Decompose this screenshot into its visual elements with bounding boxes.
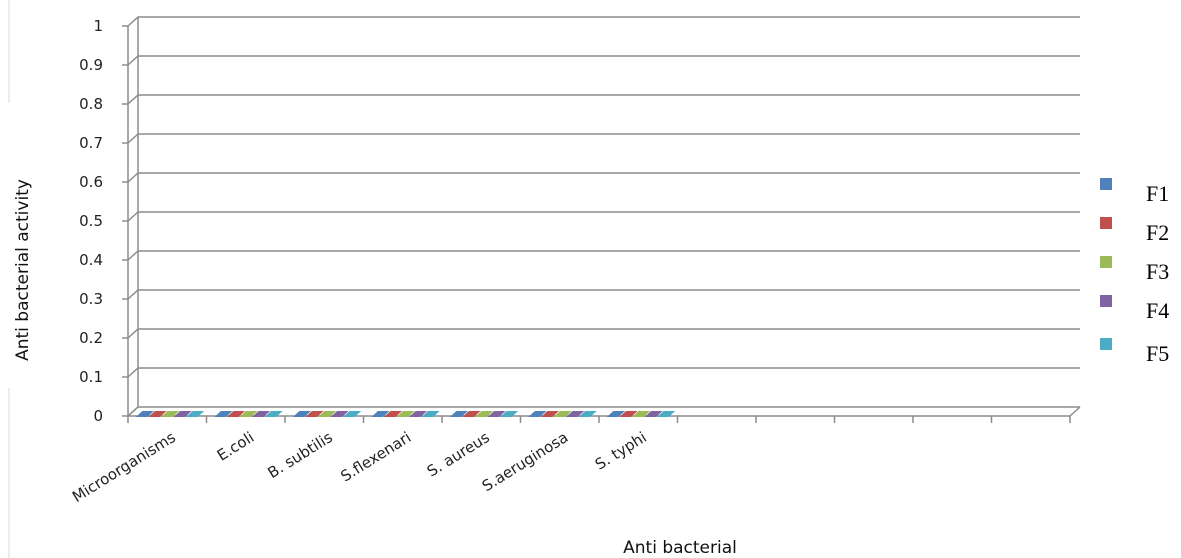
- y-tick-label: 0.1: [79, 368, 103, 386]
- legend: F1 F2 F3 F4 F5: [1100, 178, 1169, 366]
- gridline: [127, 211, 1080, 222]
- y-axis-title: Anti bacterial activity: [13, 179, 33, 361]
- legend-swatch-f3: [1100, 256, 1112, 268]
- legend-swatch-f2: [1100, 217, 1112, 229]
- bar-f1-3: [371, 411, 390, 417]
- gridline: [127, 250, 1080, 261]
- category-label: S. typhi: [592, 428, 650, 473]
- bar-f3-3: [396, 411, 415, 417]
- floor-right-edge: [1069, 406, 1081, 417]
- bar-f4-1: [251, 411, 271, 417]
- bar-f4-4: [487, 411, 506, 417]
- gridline: [127, 367, 1080, 378]
- y-tick-label: 1: [93, 17, 103, 35]
- bar-f1-0: [135, 411, 154, 417]
- category-label: Microorganisms: [69, 428, 179, 506]
- bar-f3-4: [474, 411, 494, 417]
- bar-f2-3: [383, 411, 403, 417]
- gridline: [127, 16, 1080, 27]
- legend-label-f2: F2: [1146, 220, 1169, 245]
- y-tick-label: 0: [93, 407, 103, 425]
- bar-f1-2: [292, 411, 311, 417]
- legend-swatch-f1: [1100, 178, 1112, 190]
- y-tick-label: 0.6: [79, 173, 103, 191]
- bar-f3-2: [317, 411, 337, 417]
- category-label: S. aureus: [424, 428, 493, 481]
- category-label: E.coli: [214, 428, 257, 464]
- legend-label-f5: F5: [1146, 341, 1169, 366]
- bar-f5-4: [500, 411, 519, 417]
- bar-f2-0: [148, 411, 167, 417]
- category-label: S.flexenari: [337, 428, 414, 485]
- bar-f5-6: [657, 411, 676, 417]
- bar-f4-6: [644, 411, 663, 417]
- x-axis-ticks: [127, 416, 1071, 423]
- bar-f5-0: [186, 411, 205, 417]
- legend-label-f4: F4: [1146, 298, 1169, 323]
- y-tick-label: 0.2: [79, 329, 103, 347]
- bar-f4-2: [330, 411, 349, 417]
- x-axis-title: Anti bacterial: [623, 538, 737, 558]
- bar-f1-1: [214, 411, 233, 417]
- legend-label-f1: F1: [1146, 181, 1169, 206]
- y-tick-label: 0.3: [79, 290, 103, 308]
- bar-f1-4: [449, 411, 468, 417]
- bar-f2-5: [540, 411, 560, 417]
- bar-f2-2: [305, 411, 324, 417]
- y-axis-ticks: 0 0.1 0.2 0.3 0.4 0.5 0.6 0.7 0.8 0.9 1: [79, 17, 128, 425]
- y-tick-label: 0.7: [79, 134, 103, 152]
- bar-f2-6: [619, 411, 638, 417]
- bar-f3-1: [239, 411, 258, 417]
- bar-f4-0: [173, 411, 192, 417]
- bar-f2-4: [462, 411, 481, 417]
- gridline: [127, 55, 1080, 66]
- bars: [135, 411, 676, 417]
- y-tick-label: 0.5: [79, 212, 103, 230]
- bar-f4-3: [408, 411, 428, 417]
- bar-f2-1: [226, 411, 246, 417]
- y-tick-label: 0.8: [79, 95, 103, 113]
- bar-f5-1: [264, 411, 283, 417]
- gridline: [127, 328, 1080, 339]
- plot-walls: [127, 17, 1081, 417]
- gridline: [127, 172, 1080, 183]
- gridline: [127, 94, 1080, 105]
- gridline: [127, 133, 1080, 144]
- bar-f1-6: [606, 411, 625, 417]
- y-tick-label: 0.4: [79, 251, 103, 269]
- category-label: S.aeruginosa: [479, 428, 571, 495]
- legend-swatch-f4: [1100, 295, 1112, 307]
- category-labels: Microorganisms E.coli B. subtilis S.flexena…: [69, 428, 650, 506]
- bar-f3-6: [631, 411, 651, 417]
- gridlines: [127, 16, 1080, 417]
- legend-swatch-f5: [1100, 338, 1112, 350]
- category-label: B. subtilis: [264, 428, 335, 482]
- bar-f3-5: [553, 411, 572, 417]
- bar-f5-3: [421, 411, 440, 417]
- y-tick-label: 0.9: [79, 56, 103, 74]
- gridline: [127, 289, 1080, 300]
- bar-f5-2: [343, 411, 362, 417]
- bar-f5-5: [578, 411, 597, 417]
- gridline: [127, 406, 1080, 417]
- bar-f1-5: [528, 411, 547, 417]
- bar-f4-5: [565, 411, 585, 417]
- legend-label-f3: F3: [1146, 259, 1169, 284]
- bar-f3-0: [160, 411, 180, 417]
